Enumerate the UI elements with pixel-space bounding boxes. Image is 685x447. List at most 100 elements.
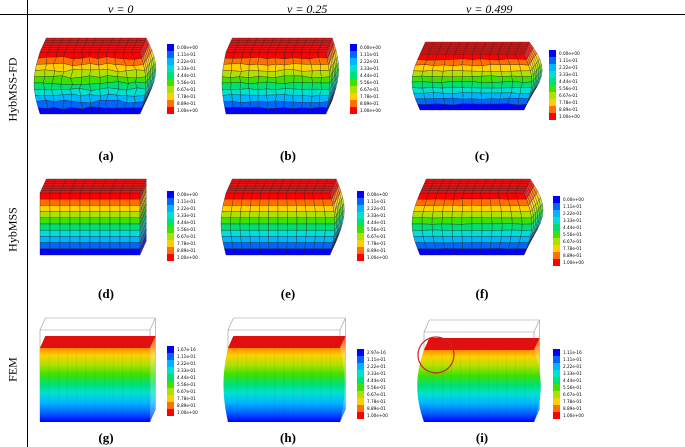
mesh-element [303,248,314,256]
colorbar-swatch [167,65,174,72]
mesh-element [463,190,474,194]
colorbar-swatch [553,349,560,356]
mesh-element [278,42,289,46]
mesh-element [44,37,55,41]
colorbar-swatch [357,198,364,205]
undeformed-wireframe [423,319,540,422]
mesh-element [39,199,51,206]
mesh-element [278,188,290,191]
mesh-element [269,44,280,48]
mesh-element [259,192,270,200]
mesh-element [441,217,453,225]
mesh-element [283,69,295,77]
mesh-element [79,192,91,200]
mesh-element [458,41,470,45]
mesh-element [453,53,464,60]
mesh-element [286,248,297,256]
colorbar-swatch [357,377,364,384]
mesh-element [502,178,514,182]
mesh-element [446,49,457,53]
mesh-element [311,82,322,90]
colorbar-label: 1.11e-01 [360,52,379,57]
mesh-element [313,242,324,249]
mesh-element [515,190,526,194]
mesh-element [81,185,94,189]
mesh-element [109,42,120,46]
mesh-element [325,181,336,184]
mesh-element [249,95,259,103]
mesh-element [474,45,485,49]
mesh-element [497,103,509,111]
colorbar-swatch [350,86,357,93]
mesh-element [516,188,527,191]
colorbar-swatch [357,254,364,261]
mesh-element [100,188,113,191]
mesh-element [89,211,101,218]
mesh-element [286,44,297,48]
mesh-element [250,242,261,249]
mesh-element [279,40,290,43]
mesh-element [127,40,138,43]
colorbar-swatch [357,405,364,412]
colorbar-label: 8.89e-01 [563,406,582,411]
mesh-element [509,64,522,72]
mesh-element [491,211,502,219]
mesh-element [301,63,313,72]
mesh-element [481,188,492,191]
mesh-element [431,43,443,47]
mesh-element [476,41,487,45]
mesh-element [66,44,77,48]
mesh-element [277,230,288,237]
mesh-element [520,211,532,219]
mesh-element [92,183,105,187]
mesh-element [236,44,247,48]
mesh-element [437,51,448,55]
mesh-element [296,223,307,231]
mesh-element [230,217,241,225]
colorbar-label: 3.33e-01 [367,371,386,376]
colorbar-swatch [167,346,174,353]
fem-side-face [150,336,156,422]
mesh-element [295,199,306,206]
mesh-element [117,70,128,78]
mesh-element [99,230,111,237]
mesh-element [255,181,267,184]
mesh-element [433,205,445,212]
mesh-element [225,190,236,194]
colorbar-swatch [357,219,364,226]
mesh-element [413,236,425,243]
colorbar-swatch [357,349,364,356]
mesh-element [79,242,91,249]
mesh-element [250,51,260,59]
mesh-element [461,230,473,237]
mesh-element [501,43,512,47]
header-divider [0,14,685,15]
mesh-element [282,178,294,182]
mesh-element [515,248,527,256]
mesh-element [293,82,303,90]
mesh-element [308,178,320,182]
mesh-element [296,205,307,212]
mesh-element [71,185,84,189]
mesh-element [480,87,493,94]
mesh-element [54,178,67,182]
colorbar-swatch [167,93,174,100]
mesh-element [421,185,433,189]
mesh-element [123,49,133,53]
colorbar-label: 7.78e-01 [177,241,196,246]
mesh-element [52,40,63,43]
mesh-element [462,248,473,256]
mesh-element [126,95,136,104]
mesh-element [280,37,291,41]
mesh-element [422,45,433,49]
mesh-element [224,192,235,200]
mesh-element [234,190,245,194]
mesh-element [450,178,462,182]
mesh-element [114,51,124,60]
mesh-element [259,248,270,256]
fem-side-face [534,338,540,422]
mesh-element [426,103,438,111]
mesh-element [296,217,307,225]
mesh-element [444,192,455,200]
colorbar-swatch [167,198,174,205]
